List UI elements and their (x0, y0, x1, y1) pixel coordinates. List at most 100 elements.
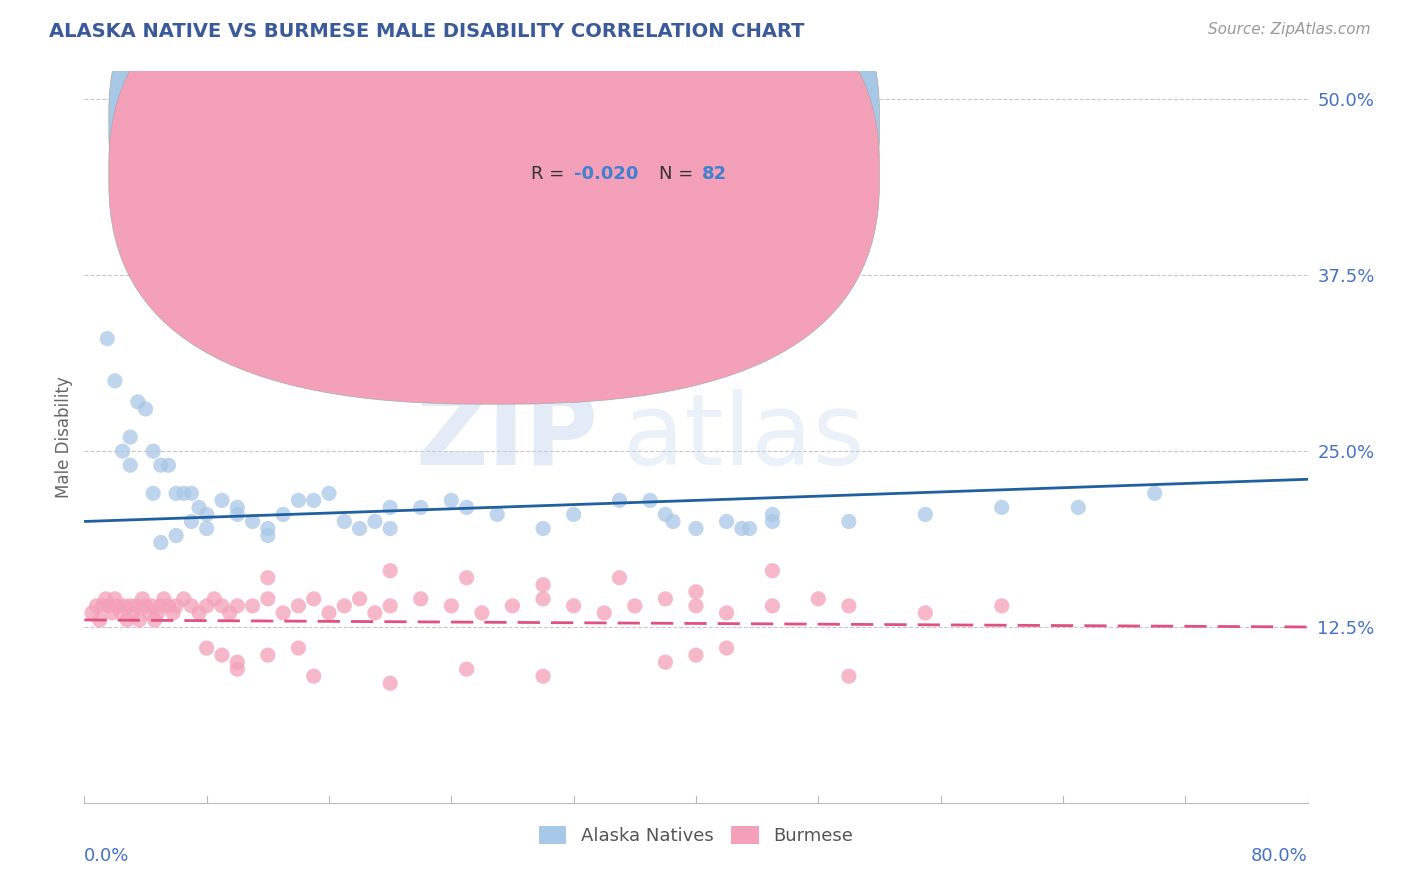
Point (662, 515, 685, 529)
Point (409, 591, 432, 606)
Point (349, 521, 371, 535)
Point (180, 515, 202, 529)
Point (143, 613, 166, 627)
Point (142, 444, 165, 458)
Text: R =: R = (531, 165, 569, 183)
Point (218, 606, 240, 620)
Point (364, 515, 387, 529)
Point (195, 508, 218, 522)
Point (149, 535, 172, 549)
Point (188, 606, 211, 620)
Point (153, 591, 176, 606)
Point (991, 500, 1014, 515)
Point (226, 508, 249, 522)
Point (838, 669, 860, 683)
Point (271, 606, 294, 620)
Point (456, 500, 478, 515)
Point (180, 599, 202, 613)
Text: 0.0%: 0.0% (84, 847, 129, 864)
Point (380, 521, 402, 535)
Point (287, 599, 309, 613)
Point (242, 599, 264, 613)
Point (302, 493, 325, 508)
Point (333, 515, 356, 529)
Point (89, 613, 111, 627)
Point (142, 486, 165, 500)
Point (162, 606, 184, 620)
Point (593, 606, 616, 620)
Point (456, 571, 478, 585)
Point (502, 599, 524, 613)
Point (654, 655, 676, 669)
Point (120, 599, 142, 613)
Point (141, 599, 163, 613)
Point (257, 571, 280, 585)
Point (104, 374, 127, 388)
Point (1067, 500, 1090, 515)
Point (173, 486, 195, 500)
Point (609, 571, 631, 585)
Text: 0.092: 0.092 (574, 113, 637, 131)
Point (991, 599, 1014, 613)
Text: Source: ZipAtlas.com: Source: ZipAtlas.com (1208, 22, 1371, 37)
Point (211, 599, 233, 613)
Point (486, 508, 509, 522)
Point (195, 641, 218, 656)
Point (257, 528, 280, 542)
Point (914, 508, 936, 522)
Point (120, 458, 142, 473)
Text: 56: 56 (702, 113, 727, 131)
Point (624, 599, 647, 613)
Point (110, 606, 132, 620)
Text: ALASKA NATIVE VS BURMESE MALE DISABILITY CORRELATION CHART: ALASKA NATIVE VS BURMESE MALE DISABILITY… (49, 22, 804, 41)
Point (380, 500, 402, 515)
Point (127, 395, 149, 409)
Point (456, 662, 478, 676)
Point (471, 606, 494, 620)
Point (125, 599, 148, 613)
Point (202, 591, 225, 606)
Point (138, 606, 160, 620)
Point (135, 401, 157, 416)
Point (531, 591, 554, 606)
Point (128, 613, 150, 627)
Point (226, 500, 249, 515)
Point (146, 606, 169, 620)
Point (838, 599, 860, 613)
Point (380, 676, 402, 690)
Y-axis label: Male Disability: Male Disability (55, 376, 73, 498)
FancyBboxPatch shape (108, 0, 880, 353)
Point (716, 606, 738, 620)
Point (111, 444, 134, 458)
Point (195, 599, 218, 613)
Text: N =: N = (659, 165, 699, 183)
Text: 80.0%: 80.0% (1251, 847, 1308, 864)
Point (738, 521, 761, 535)
Point (349, 591, 371, 606)
Point (609, 493, 631, 508)
Point (211, 493, 233, 508)
Point (149, 599, 172, 613)
Point (318, 486, 340, 500)
Point (97, 599, 120, 613)
Point (807, 591, 830, 606)
Point (107, 599, 129, 613)
Point (838, 515, 860, 529)
Point (761, 564, 783, 578)
Point (226, 662, 249, 676)
Text: -0.020: -0.020 (574, 165, 638, 183)
Point (716, 515, 738, 529)
Point (122, 606, 145, 620)
Point (531, 578, 554, 592)
Point (104, 591, 127, 606)
Point (157, 458, 180, 473)
Point (287, 493, 309, 508)
Point (685, 521, 707, 535)
Point (654, 591, 676, 606)
Point (685, 599, 707, 613)
Point (257, 521, 280, 535)
Point (731, 521, 754, 535)
Point (638, 493, 661, 508)
Point (257, 648, 280, 662)
Point (364, 606, 387, 620)
